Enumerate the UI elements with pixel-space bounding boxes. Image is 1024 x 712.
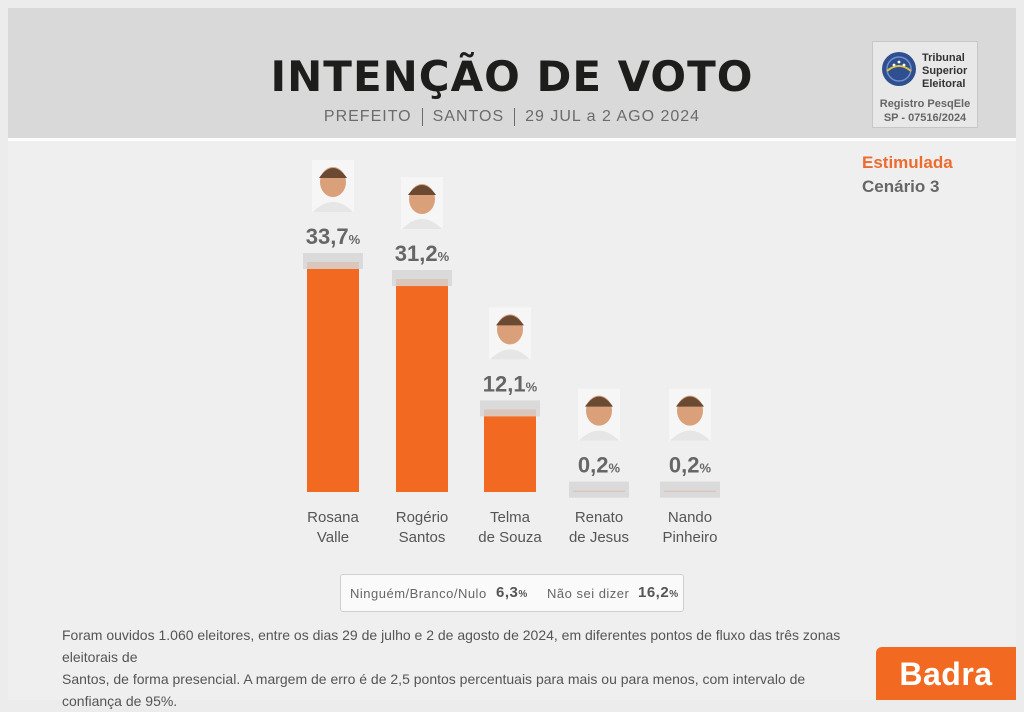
methodology-footnote: Foram ouvidos 1.060 eleitores, entre os … [62,624,862,712]
value-label: 0,2% [578,453,621,478]
candidate-avatar-icon [669,388,711,441]
none-value-number: 6,3 [496,584,519,601]
tse-emblem-icon [882,52,916,86]
footnote-line: Santos, de forma presencial. A margem de… [62,671,806,709]
category-label: de Jesus [569,529,629,546]
bar-cap [480,400,540,417]
candidate-avatar-icon [401,177,443,230]
candidate-avatar-icon [312,160,354,212]
candidate-avatar-icon [578,388,620,441]
none-label: Ninguém/Branco/Nulo [350,586,487,601]
none-value: 6,3% [496,584,528,601]
subtitle-divider [421,108,423,126]
subtitle-period: 29 JUL a 2 AGO 2024 [525,108,701,126]
brand-name: Badra [899,656,993,692]
tse-name-line: Tribunal [922,52,965,64]
category-label: Nando [668,509,712,526]
unknown-label: Não sei dizer [547,586,630,601]
tse-registry-label: Registro PesqEle [879,98,971,110]
none-value-suffix: % [518,589,528,600]
category-label: Pinheiro [662,529,717,546]
category-label: de Souza [478,529,542,546]
unknown-value: 16,2% [638,584,679,601]
unknown-value-number: 16,2 [638,584,670,601]
unknown-value-suffix: % [669,589,679,600]
category-label: Rogério [396,509,449,526]
tse-name-line: Eleitoral [922,78,966,90]
value-label: 0,2% [669,453,712,478]
category-label: Rosana [307,509,359,526]
bar-cap [392,270,452,287]
page-title: INTENÇÃO DE VOTO [270,52,754,101]
tse-registration-box: Tribunal Superior Eleitoral Registro Pes… [872,41,978,128]
subtitle-divider [514,108,516,126]
bar-cap [660,481,720,498]
subtitle-office: PREFEITO [323,108,412,126]
scenario-number: Cenário 3 [862,177,940,196]
bar [396,279,448,492]
value-label: 31,2% [395,241,450,266]
category-label: Valle [317,529,349,546]
footnote-line: Foram ouvidos 1.060 eleitores, entre os … [62,627,841,665]
bar-cap [569,481,629,498]
badra-logo: Badra [876,647,1016,700]
bar [307,262,359,492]
tse-name-line: Superior [922,65,968,77]
bar [484,409,536,492]
value-label: 12,1% [483,371,538,396]
header-band [8,8,1016,141]
page-subtitle: PREFEITO SANTOS 29 JUL a 2 AGO 2024 [0,108,1024,126]
bar-cap [303,253,363,269]
tse-name: Tribunal Superior Eleitoral [922,52,967,91]
undecided-summary-box: Ninguém/Branco/Nulo 6,3% Não sei dizer 1… [340,574,684,612]
tse-registry: Registro PesqEle SP - 07516/2024 [873,97,977,125]
category-label: Santos [399,529,446,546]
tse-registry-code: SP - 07516/2024 [883,112,967,124]
category-label: Renato [575,509,623,526]
scenario-type: Estimulada [862,153,953,172]
candidate-avatar-icon [489,307,531,360]
value-label: 33,7% [306,224,361,249]
subtitle-city: SANTOS [432,108,505,126]
category-label: Telma [490,509,531,526]
